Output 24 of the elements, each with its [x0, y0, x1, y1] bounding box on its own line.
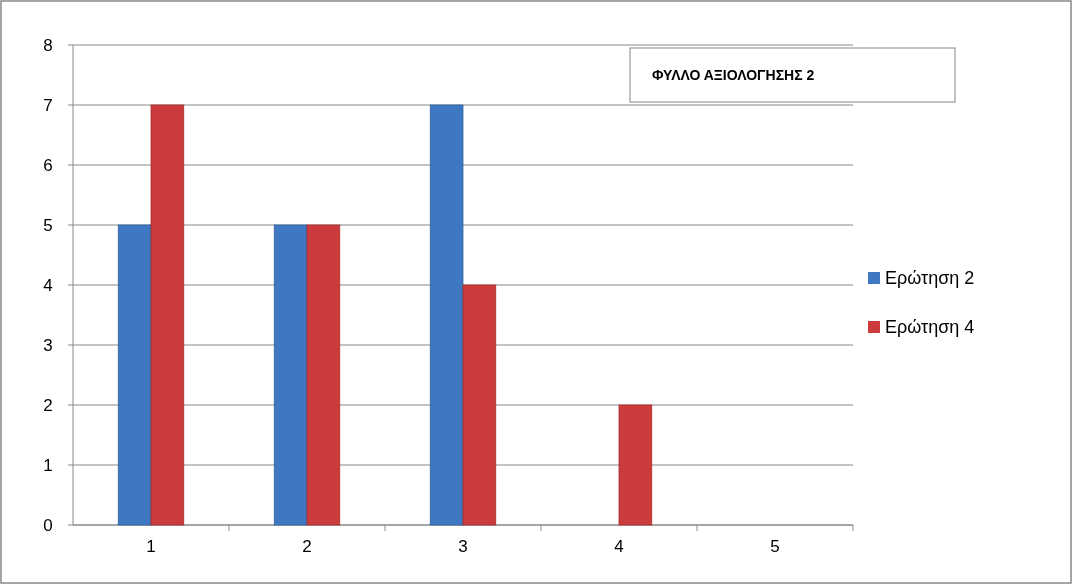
y-tick-label: 7: [43, 95, 53, 115]
x-tick-label: 2: [302, 537, 312, 556]
legend-label: Ερώτηση 4: [885, 317, 975, 338]
y-tick-label: 6: [43, 155, 53, 175]
y-tick-label: 5: [43, 215, 53, 235]
bar: [306, 224, 341, 526]
bar: [150, 104, 185, 526]
legend-label: Ερώτηση 2: [885, 268, 975, 289]
x-tick-label: 4: [614, 537, 624, 556]
y-tick-label: 0: [43, 515, 53, 535]
bar: [117, 224, 152, 526]
x-tick-label: 3: [458, 537, 468, 556]
y-tick-label: 1: [43, 455, 53, 475]
text: ΦΥΛΛΟ ΑΞΙΟΛΟΓΗΣΗΣ 2: [652, 66, 815, 83]
y-tick-label: 2: [43, 395, 53, 415]
y-tick-label: 3: [43, 335, 53, 355]
bar: [462, 284, 497, 526]
y-tick-label: 8: [43, 35, 53, 55]
x-tick-label: 5: [770, 537, 780, 556]
x-tick-label: 1: [146, 537, 156, 556]
bar: [429, 104, 464, 526]
bar: [618, 404, 653, 526]
y-tick-label: 4: [43, 275, 53, 295]
bar: [273, 224, 308, 526]
